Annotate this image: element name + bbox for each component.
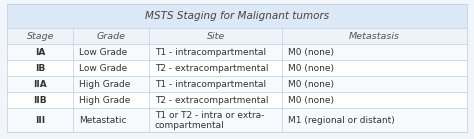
Bar <box>7 44 467 60</box>
Text: Low Grade: Low Grade <box>79 48 128 57</box>
Text: T2 - extracompartmental: T2 - extracompartmental <box>155 64 268 73</box>
Text: IA: IA <box>35 48 46 57</box>
Text: IIB: IIB <box>34 96 47 105</box>
Bar <box>7 92 467 108</box>
Text: M0 (none): M0 (none) <box>288 80 334 89</box>
Text: Metastatic: Metastatic <box>79 116 127 125</box>
Text: Low Grade: Low Grade <box>79 64 128 73</box>
Text: T1 - intracompartmental: T1 - intracompartmental <box>155 48 266 57</box>
Bar <box>7 76 467 92</box>
Bar <box>7 28 467 44</box>
Text: T1 or T2 - intra or extra-
compartmental: T1 or T2 - intra or extra- compartmental <box>155 111 264 130</box>
Bar <box>7 108 467 132</box>
Bar <box>7 4 467 28</box>
Text: IIA: IIA <box>33 80 47 89</box>
Text: T1 - intracompartmental: T1 - intracompartmental <box>155 80 266 89</box>
Text: T2 - extracompartmental: T2 - extracompartmental <box>155 96 268 105</box>
Text: M0 (none): M0 (none) <box>288 48 334 57</box>
Text: M1 (regional or distant): M1 (regional or distant) <box>288 116 394 125</box>
Text: M0 (none): M0 (none) <box>288 64 334 73</box>
Text: M0 (none): M0 (none) <box>288 96 334 105</box>
Text: Grade: Grade <box>97 32 126 41</box>
Text: Site: Site <box>207 32 225 41</box>
Text: III: III <box>35 116 46 125</box>
Text: Stage: Stage <box>27 32 54 41</box>
Text: Metastasis: Metastasis <box>349 32 400 41</box>
Bar <box>7 60 467 76</box>
Text: High Grade: High Grade <box>79 96 130 105</box>
Text: IB: IB <box>35 64 46 73</box>
Text: High Grade: High Grade <box>79 80 130 89</box>
Text: MSTS Staging for Malignant tumors: MSTS Staging for Malignant tumors <box>145 11 329 21</box>
